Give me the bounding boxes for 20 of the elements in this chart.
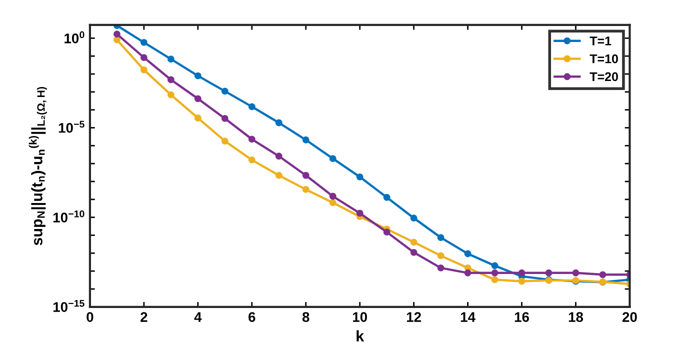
x-tick-label: 20	[622, 312, 637, 322]
x-tick-label: 18	[568, 312, 584, 322]
y-tick-label: 10$^{0}$	[64, 31, 84, 44]
x-tick-label: 0	[86, 312, 94, 322]
x-tick-label: 6	[248, 312, 256, 322]
y-tick-label: 10$^{−15}$	[53, 300, 84, 312]
legend-label: T=1	[590, 36, 612, 46]
text: sup$_{N}$||u(t$_{n}$)-u$_{n}$$^{(k)}$||$_{L₂(Ω,H)}$	[28, 86, 47, 246]
y-tick-label: 10$^{−5}$	[58, 120, 84, 133]
x-tick-label: 10	[352, 312, 367, 322]
x-tick-label: 16	[514, 312, 529, 322]
x-axis-title: k	[356, 330, 364, 342]
legend-label: T=20	[590, 72, 618, 82]
y-tick-label: 10$^{−10}$	[53, 210, 84, 222]
x-tick-label: 12	[406, 312, 421, 322]
x-tick-label: 14	[460, 312, 476, 322]
x-tick-label: 8	[302, 312, 310, 322]
x-tick-label: 2	[140, 312, 148, 322]
legend-label: T=10	[590, 54, 618, 64]
x-tick-label: 4	[194, 312, 202, 322]
